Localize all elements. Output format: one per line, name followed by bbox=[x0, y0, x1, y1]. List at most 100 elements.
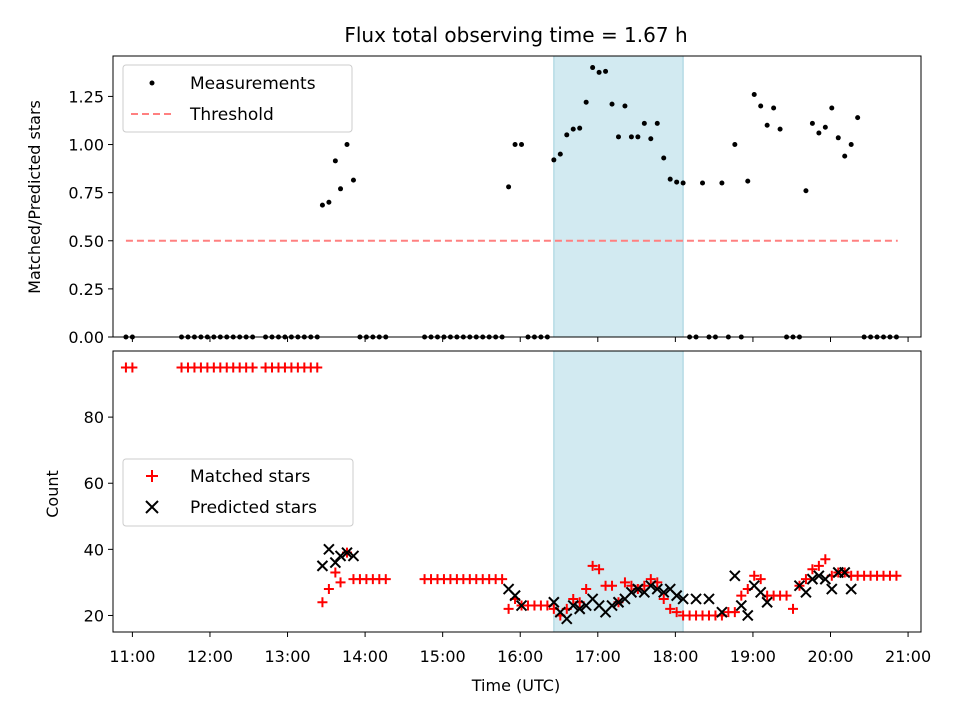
measurement-point bbox=[350, 177, 356, 183]
x-tick-label: 13:00 bbox=[264, 647, 310, 666]
matched-star-point bbox=[800, 574, 811, 585]
measurement-point bbox=[615, 134, 621, 140]
matched-star-point bbox=[755, 574, 766, 585]
measurement-point bbox=[319, 202, 325, 208]
matched-star-point bbox=[665, 603, 676, 614]
measurement-point bbox=[648, 136, 654, 142]
measurement-point bbox=[635, 134, 641, 140]
predicted-star-point bbox=[670, 589, 683, 602]
matched-star-point bbox=[807, 564, 818, 575]
matched-star-point bbox=[497, 574, 508, 585]
measurement-point bbox=[777, 126, 783, 132]
bottom-y-ticks: 20 40 60 80 bbox=[84, 408, 113, 625]
measurement-point bbox=[596, 69, 602, 75]
measurement-point bbox=[654, 120, 660, 126]
measurement-point bbox=[816, 130, 822, 136]
x-tick-label: 21:00 bbox=[885, 647, 931, 666]
measurement-point bbox=[332, 158, 338, 164]
predicted-star-point bbox=[341, 546, 353, 559]
measurement-point bbox=[855, 115, 861, 121]
measurement-point bbox=[848, 142, 854, 148]
measurement-point bbox=[551, 157, 557, 163]
measurement-point bbox=[719, 180, 725, 186]
matched-star-point bbox=[247, 362, 258, 373]
matched-star-point bbox=[317, 597, 328, 608]
measurement-point bbox=[512, 142, 518, 148]
predicted-star-point bbox=[316, 560, 329, 572]
predicted-star-point bbox=[561, 613, 573, 625]
bottom-y-tick-label: 80 bbox=[84, 408, 104, 427]
predicted-star-point bbox=[806, 573, 819, 585]
top-legend: Measurements Threshold bbox=[122, 64, 353, 133]
matched-star-point bbox=[581, 584, 592, 595]
matched-star-point bbox=[749, 570, 760, 581]
measurement-point bbox=[758, 103, 764, 109]
x-tick-label: 14:00 bbox=[342, 647, 388, 666]
x-tick-label: 19:00 bbox=[730, 647, 776, 666]
measurement-point bbox=[680, 180, 686, 186]
measurement-point bbox=[603, 68, 609, 74]
top-y-tick-label: 0.00 bbox=[68, 328, 104, 347]
x-tick-label: 15:00 bbox=[420, 647, 466, 666]
top-y-tick-label: 0.25 bbox=[68, 280, 104, 299]
measurement-point bbox=[764, 122, 770, 128]
predicted-star-point bbox=[742, 609, 754, 622]
measurement-point bbox=[667, 176, 673, 182]
predicted-star-point bbox=[658, 586, 670, 599]
matched-star-point bbox=[568, 593, 579, 604]
legend-label-measurements: Measurements bbox=[190, 74, 316, 94]
predicted-stars-points bbox=[316, 543, 857, 625]
measurement-point bbox=[344, 142, 350, 148]
predicted-star-point bbox=[645, 580, 657, 592]
predicted-star-point bbox=[839, 566, 851, 579]
matched-star-point bbox=[729, 607, 740, 618]
top-legend-box bbox=[122, 64, 353, 133]
measurement-point bbox=[326, 199, 332, 205]
bottom-y-tick-label: 20 bbox=[84, 606, 104, 625]
matched-star-point bbox=[788, 603, 799, 614]
bottom-x-ticks: 11:00 12:00 13:00 14:00 15:00 16:00 17:00 18:00… bbox=[109, 632, 931, 666]
top-panel: 0.00 0.25 0.50 0.75 1.00 1.25 Flux total obse… bbox=[25, 23, 922, 347]
predicted-star-point bbox=[819, 573, 832, 585]
measurement-point bbox=[609, 101, 615, 107]
measurement-point bbox=[842, 153, 848, 159]
predicted-star-point bbox=[329, 556, 342, 569]
x-tick-label: 16:00 bbox=[497, 647, 543, 666]
predicted-star-point bbox=[729, 570, 741, 582]
matched-star-point bbox=[607, 580, 618, 591]
measurement-point bbox=[519, 142, 525, 148]
measurement-point bbox=[835, 135, 841, 141]
measurement-point bbox=[771, 105, 777, 111]
measurement-point bbox=[564, 132, 570, 138]
measurement-point bbox=[732, 142, 738, 148]
top-y-axis-label: Matched/Predicted stars bbox=[25, 100, 44, 294]
highlight-span-top bbox=[553, 55, 684, 338]
measurement-point bbox=[641, 120, 647, 126]
matched-star-point bbox=[380, 574, 391, 585]
matched-star-point bbox=[312, 362, 323, 373]
top-y-tick-label: 1.00 bbox=[68, 136, 104, 155]
legend-label-threshold: Threshold bbox=[189, 105, 274, 125]
matched-star-point bbox=[619, 577, 630, 588]
measurement-point bbox=[338, 186, 344, 192]
x-tick-label: 17:00 bbox=[575, 647, 621, 666]
matched-star-point bbox=[781, 590, 792, 601]
predicted-star-point bbox=[754, 586, 767, 599]
predicted-star-point bbox=[735, 599, 748, 612]
matched-star-point bbox=[587, 560, 598, 571]
predicted-star-point bbox=[612, 596, 625, 608]
predicted-star-point bbox=[509, 589, 521, 602]
measurement-point bbox=[570, 126, 576, 132]
predicted-star-point bbox=[761, 596, 773, 608]
matched-star-point bbox=[323, 584, 334, 595]
legend-marker-predicted bbox=[145, 500, 159, 514]
predicted-star-point bbox=[548, 596, 560, 608]
measurement-point bbox=[674, 179, 680, 185]
measurement-point bbox=[745, 178, 751, 184]
top-x-ticks bbox=[131, 337, 909, 342]
measurement-point bbox=[622, 103, 628, 109]
x-tick-label: 20:00 bbox=[807, 647, 853, 666]
predicted-star-point bbox=[632, 583, 644, 595]
x-tick-label: 12:00 bbox=[187, 647, 233, 666]
